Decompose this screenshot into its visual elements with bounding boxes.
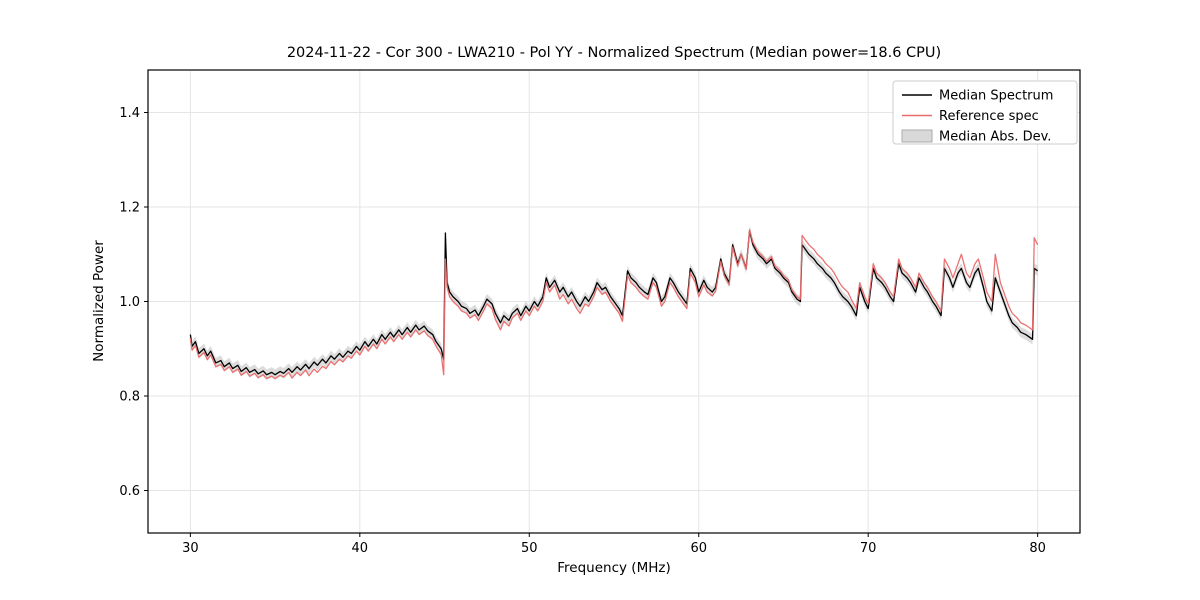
x-axis-label: Frequency (MHz)	[557, 560, 670, 576]
legend-label: Median Abs. Dev.	[939, 130, 1051, 145]
x-tick-label: 70	[860, 541, 877, 556]
y-tick-label: 0.6	[119, 484, 140, 499]
legend-label: Median Spectrum	[939, 89, 1053, 104]
y-tick-label: 0.8	[119, 389, 140, 404]
legend-label: Reference spec	[939, 109, 1039, 124]
y-axis-label: Normalized Power	[91, 240, 107, 362]
legend-box	[892, 80, 1078, 145]
x-tick-label: 80	[1029, 541, 1046, 556]
x-tick-label: 50	[521, 541, 538, 556]
chart-title: 2024-11-22 - Cor 300 - LWA210 - Pol YY -…	[287, 45, 941, 61]
y-tick-label: 1.0	[119, 295, 140, 310]
x-tick-label: 40	[352, 541, 369, 556]
legend-patch-sample	[901, 129, 933, 143]
x-tick-label: 60	[690, 541, 707, 556]
y-tick-label: 1.2	[119, 201, 140, 216]
mad-band	[190, 225, 1038, 380]
x-tick-label: 30	[182, 541, 199, 556]
reference-spectrum-line	[189, 229, 1039, 380]
y-tick-label: 1.4	[119, 106, 140, 121]
